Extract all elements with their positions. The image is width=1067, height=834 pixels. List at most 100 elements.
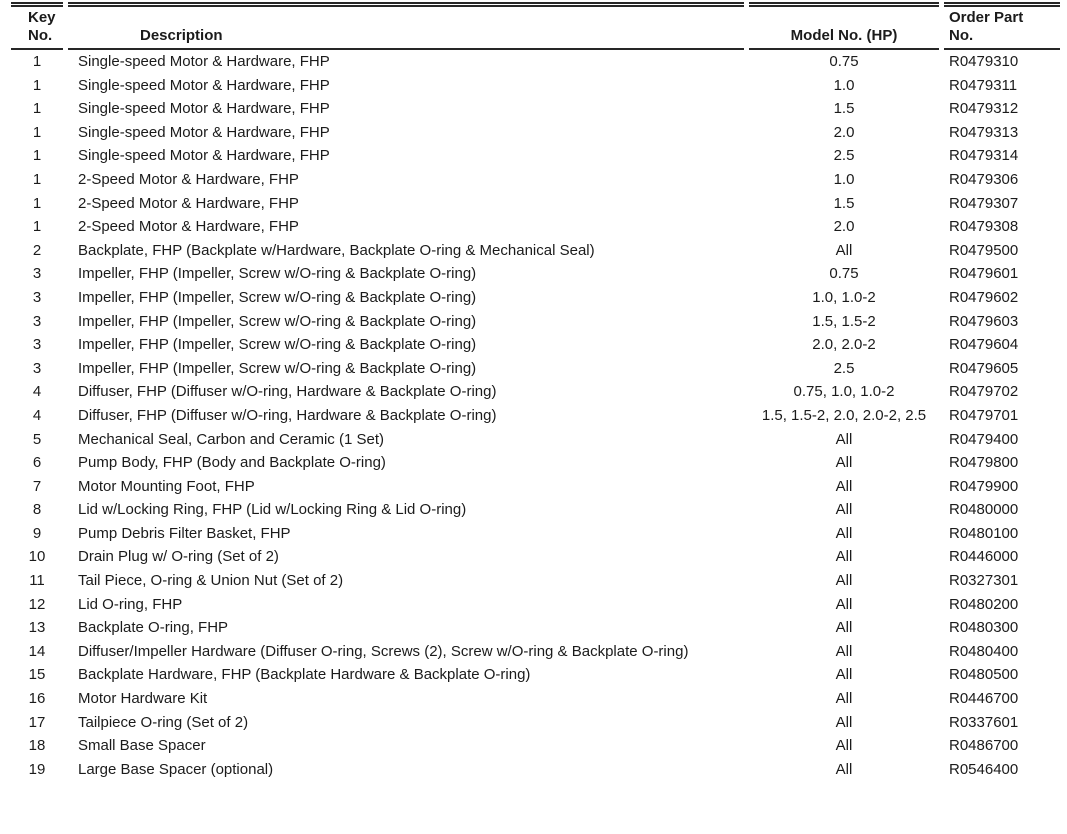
model-no-cell: 1.5	[833, 194, 855, 212]
key-no-cell: 18	[28, 737, 46, 755]
parts-table-header: Key No. Description Model No. (HP) Order…	[11, 2, 1060, 50]
description-cell: Tailpiece O-ring (Set of 2)	[78, 713, 249, 731]
model-no-cell: 2.0	[833, 123, 855, 141]
model-no-cell: 0.75, 1.0, 1.0-2	[793, 383, 895, 401]
model-no-cell: All	[835, 572, 853, 590]
key-no-cell: 3	[32, 359, 42, 377]
order-part-cell: R0479701	[949, 406, 1019, 424]
order-part-cell: R0479400	[949, 430, 1019, 448]
model-no-cell: All	[835, 760, 853, 778]
order-part-cell: R0546400	[949, 760, 1019, 778]
order-part-cell: R0480400	[949, 642, 1019, 660]
parts-table-body: 1 Single-speed Motor & Hardware, FHP 0.7…	[11, 50, 1060, 781]
model-no-cell: All	[835, 642, 853, 660]
table-row: 9 Pump Debris Filter Basket, FHP All R04…	[11, 522, 1060, 546]
model-no-cell: All	[835, 619, 853, 637]
key-no-cell: 3	[32, 288, 42, 306]
key-no-cell: 11	[29, 572, 45, 590]
model-no-cell: All	[835, 477, 853, 495]
model-header-label: Model No. (HP)	[790, 27, 898, 44]
key-no-column-header: Key No.	[11, 2, 63, 50]
key-no-cell: 1	[32, 218, 42, 236]
table-row: 12 Lid O-ring, FHP All R0480200	[11, 593, 1060, 617]
description-cell: 2-Speed Motor & Hardware, FHP	[78, 194, 299, 212]
order-part-cell: R0479603	[949, 312, 1019, 330]
model-no-cell: 0.75	[829, 53, 859, 70]
description-cell: Drain Plug w/ O-ring (Set of 2)	[78, 548, 279, 566]
model-no-cell: 1.5, 1.5-2, 2.0, 2.0-2, 2.5	[761, 406, 927, 424]
description-cell: Backplate Hardware, FHP (Backplate Hardw…	[78, 666, 531, 684]
table-row: 3 Impeller, FHP (Impeller, Screw w/O-rin…	[11, 310, 1060, 334]
table-row: 1 2-Speed Motor & Hardware, FHP 1.0 R047…	[11, 168, 1060, 192]
key-no-cell: 1	[32, 100, 42, 118]
order-part-cell: R0479314	[949, 147, 1019, 165]
description-cell: Diffuser, FHP (Diffuser w/O-ring, Hardwa…	[78, 383, 497, 401]
key-no-cell: 12	[28, 595, 46, 613]
model-no-cell: 0.75	[829, 265, 859, 283]
table-row: 3 Impeller, FHP (Impeller, Screw w/O-rin…	[11, 262, 1060, 286]
description-cell: Impeller, FHP (Impeller, Screw w/O-ring …	[78, 265, 477, 283]
table-row: 1 Single-speed Motor & Hardware, FHP 2.0…	[11, 121, 1060, 145]
model-no-cell: 2.0, 2.0-2	[812, 336, 876, 354]
table-row: 17 Tailpiece O-ring (Set of 2) All R0337…	[11, 711, 1060, 735]
table-row: 3 Impeller, FHP (Impeller, Screw w/O-rin…	[11, 286, 1060, 310]
key-header-line2: No.	[28, 27, 53, 44]
key-no-cell: 13	[28, 619, 46, 637]
order-part-cell: R0446000	[949, 548, 1019, 566]
description-cell: Lid w/Locking Ring, FHP (Lid w/Locking R…	[78, 501, 467, 519]
order-part-cell: R0480300	[949, 619, 1019, 637]
description-cell: Backplate, FHP (Backplate w/Hardware, Ba…	[78, 241, 595, 259]
description-cell: 2-Speed Motor & Hardware, FHP	[78, 170, 299, 188]
description-cell: Single-speed Motor & Hardware, FHP	[78, 147, 330, 165]
order-part-cell: R0480000	[949, 501, 1019, 519]
order-part-cell: R0486700	[949, 737, 1019, 755]
description-cell: Single-speed Motor & Hardware, FHP	[78, 76, 330, 94]
model-no-cell: All	[835, 548, 853, 566]
table-row: 4 Diffuser, FHP (Diffuser w/O-ring, Hard…	[11, 380, 1060, 404]
model-no-cell: 1.0	[833, 170, 855, 188]
order-part-cell: R0479307	[949, 194, 1019, 212]
model-no-column-header: Model No. (HP)	[749, 2, 939, 50]
description-cell: Single-speed Motor & Hardware, FHP	[78, 53, 330, 70]
order-part-cell: R0480500	[949, 666, 1019, 684]
key-no-cell: 8	[32, 501, 42, 519]
table-row: 18 Small Base Spacer All R0486700	[11, 734, 1060, 758]
table-row: 4 Diffuser, FHP (Diffuser w/O-ring, Hard…	[11, 404, 1060, 428]
model-no-cell: All	[835, 690, 853, 708]
key-no-cell: 9	[32, 524, 42, 542]
table-row: 1 2-Speed Motor & Hardware, FHP 2.0 R047…	[11, 215, 1060, 239]
description-cell: Large Base Spacer (optional)	[78, 760, 274, 778]
table-row: 13 Backplate O-ring, FHP All R0480300	[11, 616, 1060, 640]
table-row: 3 Impeller, FHP (Impeller, Screw w/O-rin…	[11, 357, 1060, 381]
table-row: 8 Lid w/Locking Ring, FHP (Lid w/Locking…	[11, 498, 1060, 522]
description-cell: Pump Body, FHP (Body and Backplate O-rin…	[78, 454, 386, 472]
parts-table: Key No. Description Model No. (HP) Order…	[6, 2, 1065, 781]
table-row: 1 Single-speed Motor & Hardware, FHP 2.5…	[11, 144, 1060, 168]
description-cell: Impeller, FHP (Impeller, Screw w/O-ring …	[78, 288, 477, 306]
description-cell: Diffuser/Impeller Hardware (Diffuser O-r…	[78, 642, 689, 660]
order-part-cell: R0480200	[949, 595, 1019, 613]
description-cell: Small Base Spacer	[78, 737, 206, 755]
model-no-cell: 1.0, 1.0-2	[812, 288, 876, 306]
table-row: 7 Motor Mounting Foot, FHP All R0479900	[11, 475, 1060, 499]
description-cell: Diffuser, FHP (Diffuser w/O-ring, Hardwa…	[78, 406, 497, 424]
key-no-cell: 2	[32, 241, 42, 259]
description-cell: Lid O-ring, FHP	[78, 595, 183, 613]
order-part-cell: R0479306	[949, 170, 1019, 188]
order-part-cell: R0479312	[949, 100, 1019, 118]
table-row: 19 Large Base Spacer (optional) All R054…	[11, 758, 1060, 782]
order-part-cell: R0479311	[949, 76, 1018, 94]
description-cell: Motor Hardware Kit	[78, 690, 208, 708]
model-no-cell: 2.5	[833, 147, 855, 165]
order-part-cell: R0446700	[949, 690, 1019, 708]
key-header-line1: Key	[28, 9, 56, 26]
order-part-cell: R0479308	[949, 218, 1019, 236]
model-no-cell: 1.5, 1.5-2	[812, 312, 876, 330]
key-no-cell: 1	[32, 53, 42, 70]
order-part-cell: R0479310	[949, 53, 1019, 70]
order-header-line2: No.	[949, 27, 974, 44]
key-no-cell: 1	[32, 147, 42, 165]
table-row: 15 Backplate Hardware, FHP (Backplate Ha…	[11, 663, 1060, 687]
key-no-cell: 1	[32, 194, 42, 212]
header-row: Key No. Description Model No. (HP) Order…	[11, 2, 1060, 50]
